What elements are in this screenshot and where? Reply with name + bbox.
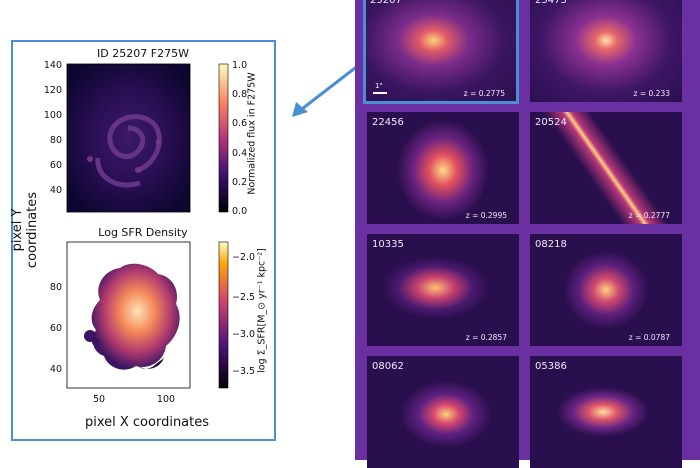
bottom-cbtick: −3.0 xyxy=(232,329,255,340)
bottom-ytick: 40 xyxy=(50,364,62,375)
top-galaxy-spiral xyxy=(95,114,162,188)
bottom-panel-plot: 80 60 40 50 100 −2.0 −2.5 −3.0 −3.5 xyxy=(50,241,255,405)
top-cbtick: 0.2 xyxy=(232,177,247,188)
galaxy-id: 20524 xyxy=(535,117,567,128)
bottom-xtick: 50 xyxy=(93,394,105,405)
bottom-colorbar xyxy=(218,241,229,389)
galaxy-id: 25207 xyxy=(370,0,402,6)
bottom-cbtick: −3.5 xyxy=(232,366,255,377)
top-ytick: 140 xyxy=(44,60,62,71)
galaxy-tile[interactable]: 08218 z = 0.0787 xyxy=(530,234,682,346)
galaxy-redshift: z = 0.2777 xyxy=(628,211,670,220)
galaxy-redshift: z = 0.2995 xyxy=(465,211,507,220)
top-panel-image xyxy=(66,63,191,213)
top-colorbar-label: Normalized flux in F275W xyxy=(246,72,258,195)
galaxy-redshift: z = 0.2857 xyxy=(465,333,507,342)
sfr-map xyxy=(91,263,180,370)
galaxy-id: 08218 xyxy=(535,239,567,250)
galaxy-id: 08062 xyxy=(372,361,404,372)
galaxy-id: 25473 xyxy=(535,0,567,6)
top-colorbar xyxy=(218,63,229,213)
galaxy-tile[interactable]: 20524 z = 0.2777 xyxy=(530,112,682,224)
galaxy-redshift: z = 0.0787 xyxy=(628,333,670,342)
top-ytick: 80 xyxy=(50,135,62,146)
top-panel-plot: 140 120 100 80 60 40 1.0 0.8 0.6 0.4 0.2… xyxy=(44,60,247,217)
top-ytick: 60 xyxy=(50,160,62,171)
top-cbtick: 0.8 xyxy=(232,89,247,100)
bottom-xtick: 100 xyxy=(157,394,175,405)
scale-bar-label: 1" xyxy=(375,82,383,90)
galaxy-tile[interactable]: 25473 z = 0.233 xyxy=(530,0,682,102)
bottom-ytick: 80 xyxy=(50,282,62,293)
top-cbtick: 0.0 xyxy=(232,206,247,217)
bottom-ytick: 60 xyxy=(50,323,62,334)
bottom-panel-title: Log SFR Density xyxy=(98,226,188,239)
y-axis-title: pixel Y coordinates xyxy=(10,191,40,269)
galaxy-id: 22456 xyxy=(372,117,404,128)
galaxy-id: 10335 xyxy=(372,239,404,250)
bottom-colorbar-label: log Σ_SFR[M_⊙ yr⁻¹ kpc⁻²] xyxy=(256,248,268,373)
galaxy-redshift: z = 0.2775 xyxy=(463,89,505,98)
top-cbtick: 1.0 xyxy=(232,60,247,71)
top-ytick: 100 xyxy=(44,110,62,121)
galaxy-tile[interactable]: 10335 z = 0.2857 xyxy=(367,234,519,346)
galaxy-tile[interactable]: 05386 xyxy=(530,356,682,468)
x-axis-title: pixel X coordinates xyxy=(84,415,210,430)
top-cbtick: 0.4 xyxy=(232,148,247,159)
galaxy-id: 05386 xyxy=(535,361,567,372)
galaxy-tile[interactable]: 25207 1" z = 0.2775 xyxy=(363,0,519,104)
scale-bar xyxy=(373,92,387,94)
galaxy-redshift: z = 0.233 xyxy=(633,89,670,98)
galaxy-tile[interactable]: 08062 xyxy=(367,356,519,468)
galaxy-tile[interactable]: 22456 z = 0.2995 xyxy=(367,112,519,224)
bottom-cbtick: −2.5 xyxy=(232,292,255,303)
top-panel-title: ID 25207 F275W xyxy=(97,47,189,60)
top-cbtick: 0.6 xyxy=(232,118,247,129)
top-ytick: 40 xyxy=(50,185,62,196)
top-ytick: 120 xyxy=(44,85,62,96)
bottom-cbtick: −2.0 xyxy=(232,252,255,263)
